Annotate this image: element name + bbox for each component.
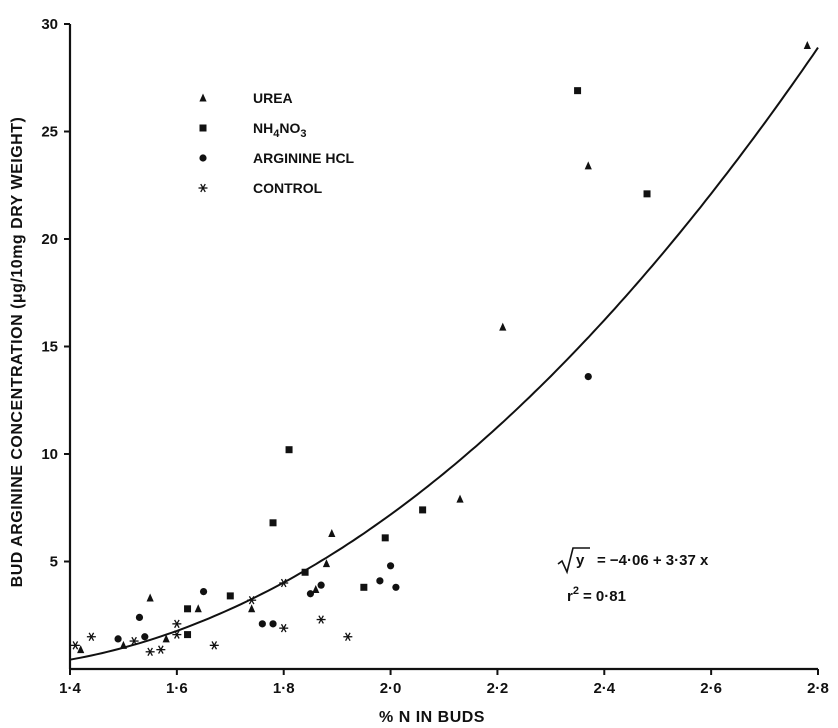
point-control [247,595,257,605]
y-tick-label: 25 [41,124,58,141]
point-arginine-hcl [258,620,266,628]
x-tick-label: 1·4 [59,680,81,697]
point-nh4no3 [285,446,293,454]
x-tick-label: 2·8 [807,680,829,697]
point-arginine-hcl [306,590,315,598]
point-control [279,578,289,588]
point-nh4no3 [574,87,582,95]
point-arginine-hcl [114,635,122,643]
point-urea [456,494,464,503]
x-tick-label: 2·0 [380,680,402,697]
axis-ticks: 1·4 1·6 1·8 2·0 2·2 2·4 2·6 2·8 5 10 15 20 25 30 [41,16,829,697]
legend-marker-control [198,183,208,193]
point-urea [499,322,507,331]
legend: UREA NH4NO3 ARGININE HCL CONTROL [198,90,355,196]
equation-rhs: = −4·06 + 3·37 x [597,552,709,569]
legend-label-arginine: ARGININE HCL [253,150,355,166]
point-control [316,615,326,624]
point-nh4no3 [184,605,192,613]
r-squared: r2 = 0·81 [567,585,626,605]
point-urea [146,593,154,602]
fit-curve-line [69,47,819,661]
point-control [172,619,182,629]
point-urea [328,529,336,538]
point-control [86,632,96,641]
x-tick-label: 2·2 [487,680,509,697]
point-control [145,647,155,657]
x-tick-label: 2·6 [700,680,722,697]
point-arginine-hcl [584,373,592,381]
legend-markers [198,93,208,193]
point-arginine-hcl [135,613,144,622]
point-arginine-hcl [199,588,208,596]
point-arginine-hcl [376,577,384,585]
point-nh4no3 [184,631,192,639]
y-tick-label: 30 [41,16,58,33]
point-nh4no3 [381,534,389,542]
point-urea [194,604,202,613]
point-control [343,632,353,641]
y-tick-label: 10 [41,446,58,463]
point-nh4no3 [301,568,309,576]
point-urea [119,640,128,649]
legend-marker-urea [199,93,207,102]
y-tick-label: 5 [50,554,58,571]
point-urea [162,634,170,643]
point-control [156,645,166,654]
x-tick-label: 1·8 [273,680,295,697]
y-axis-title: BUD ARGININE CONCENTRATION (μg/10mg DRY … [9,117,26,588]
point-nh4no3 [269,519,277,527]
point-nh4no3 [419,506,427,514]
point-urea [248,604,256,613]
axes [68,24,818,671]
point-arginine-hcl [269,620,277,628]
point-arginine-hcl [392,583,400,591]
x-axis-title: % N IN BUDS [379,709,485,726]
legend-marker-nh4no3 [199,124,207,132]
point-control [70,641,80,650]
y-tick-label: 15 [41,339,58,356]
point-control [279,623,289,633]
point-control [172,630,182,639]
fit-curve [69,47,819,661]
point-urea [584,161,592,170]
point-arginine-hcl [386,562,395,570]
x-tick-label: 2·4 [593,680,615,697]
data-points [70,41,811,657]
legend-marker-arginine [199,154,207,162]
point-control [209,641,219,650]
point-urea [312,584,320,593]
legend-label-nh4no3: NH4NO3 [253,120,306,140]
equation-y: y [576,552,585,569]
legend-label-urea: UREA [253,90,293,106]
point-nh4no3 [643,190,651,198]
point-urea [77,645,85,654]
point-urea [322,559,331,568]
point-arginine-hcl [141,633,149,641]
x-tick-label: 1·6 [166,680,188,697]
sqrt-symbol [557,547,590,575]
point-control [129,636,139,646]
point-nh4no3 [360,583,368,591]
equation: y = −4·06 + 3·37 x r2 = 0·81 [557,547,709,605]
legend-label-control: CONTROL [253,180,323,196]
point-arginine-hcl [317,581,325,589]
point-urea [803,41,811,49]
y-tick-label: 20 [41,231,58,248]
point-nh4no3 [226,592,234,600]
